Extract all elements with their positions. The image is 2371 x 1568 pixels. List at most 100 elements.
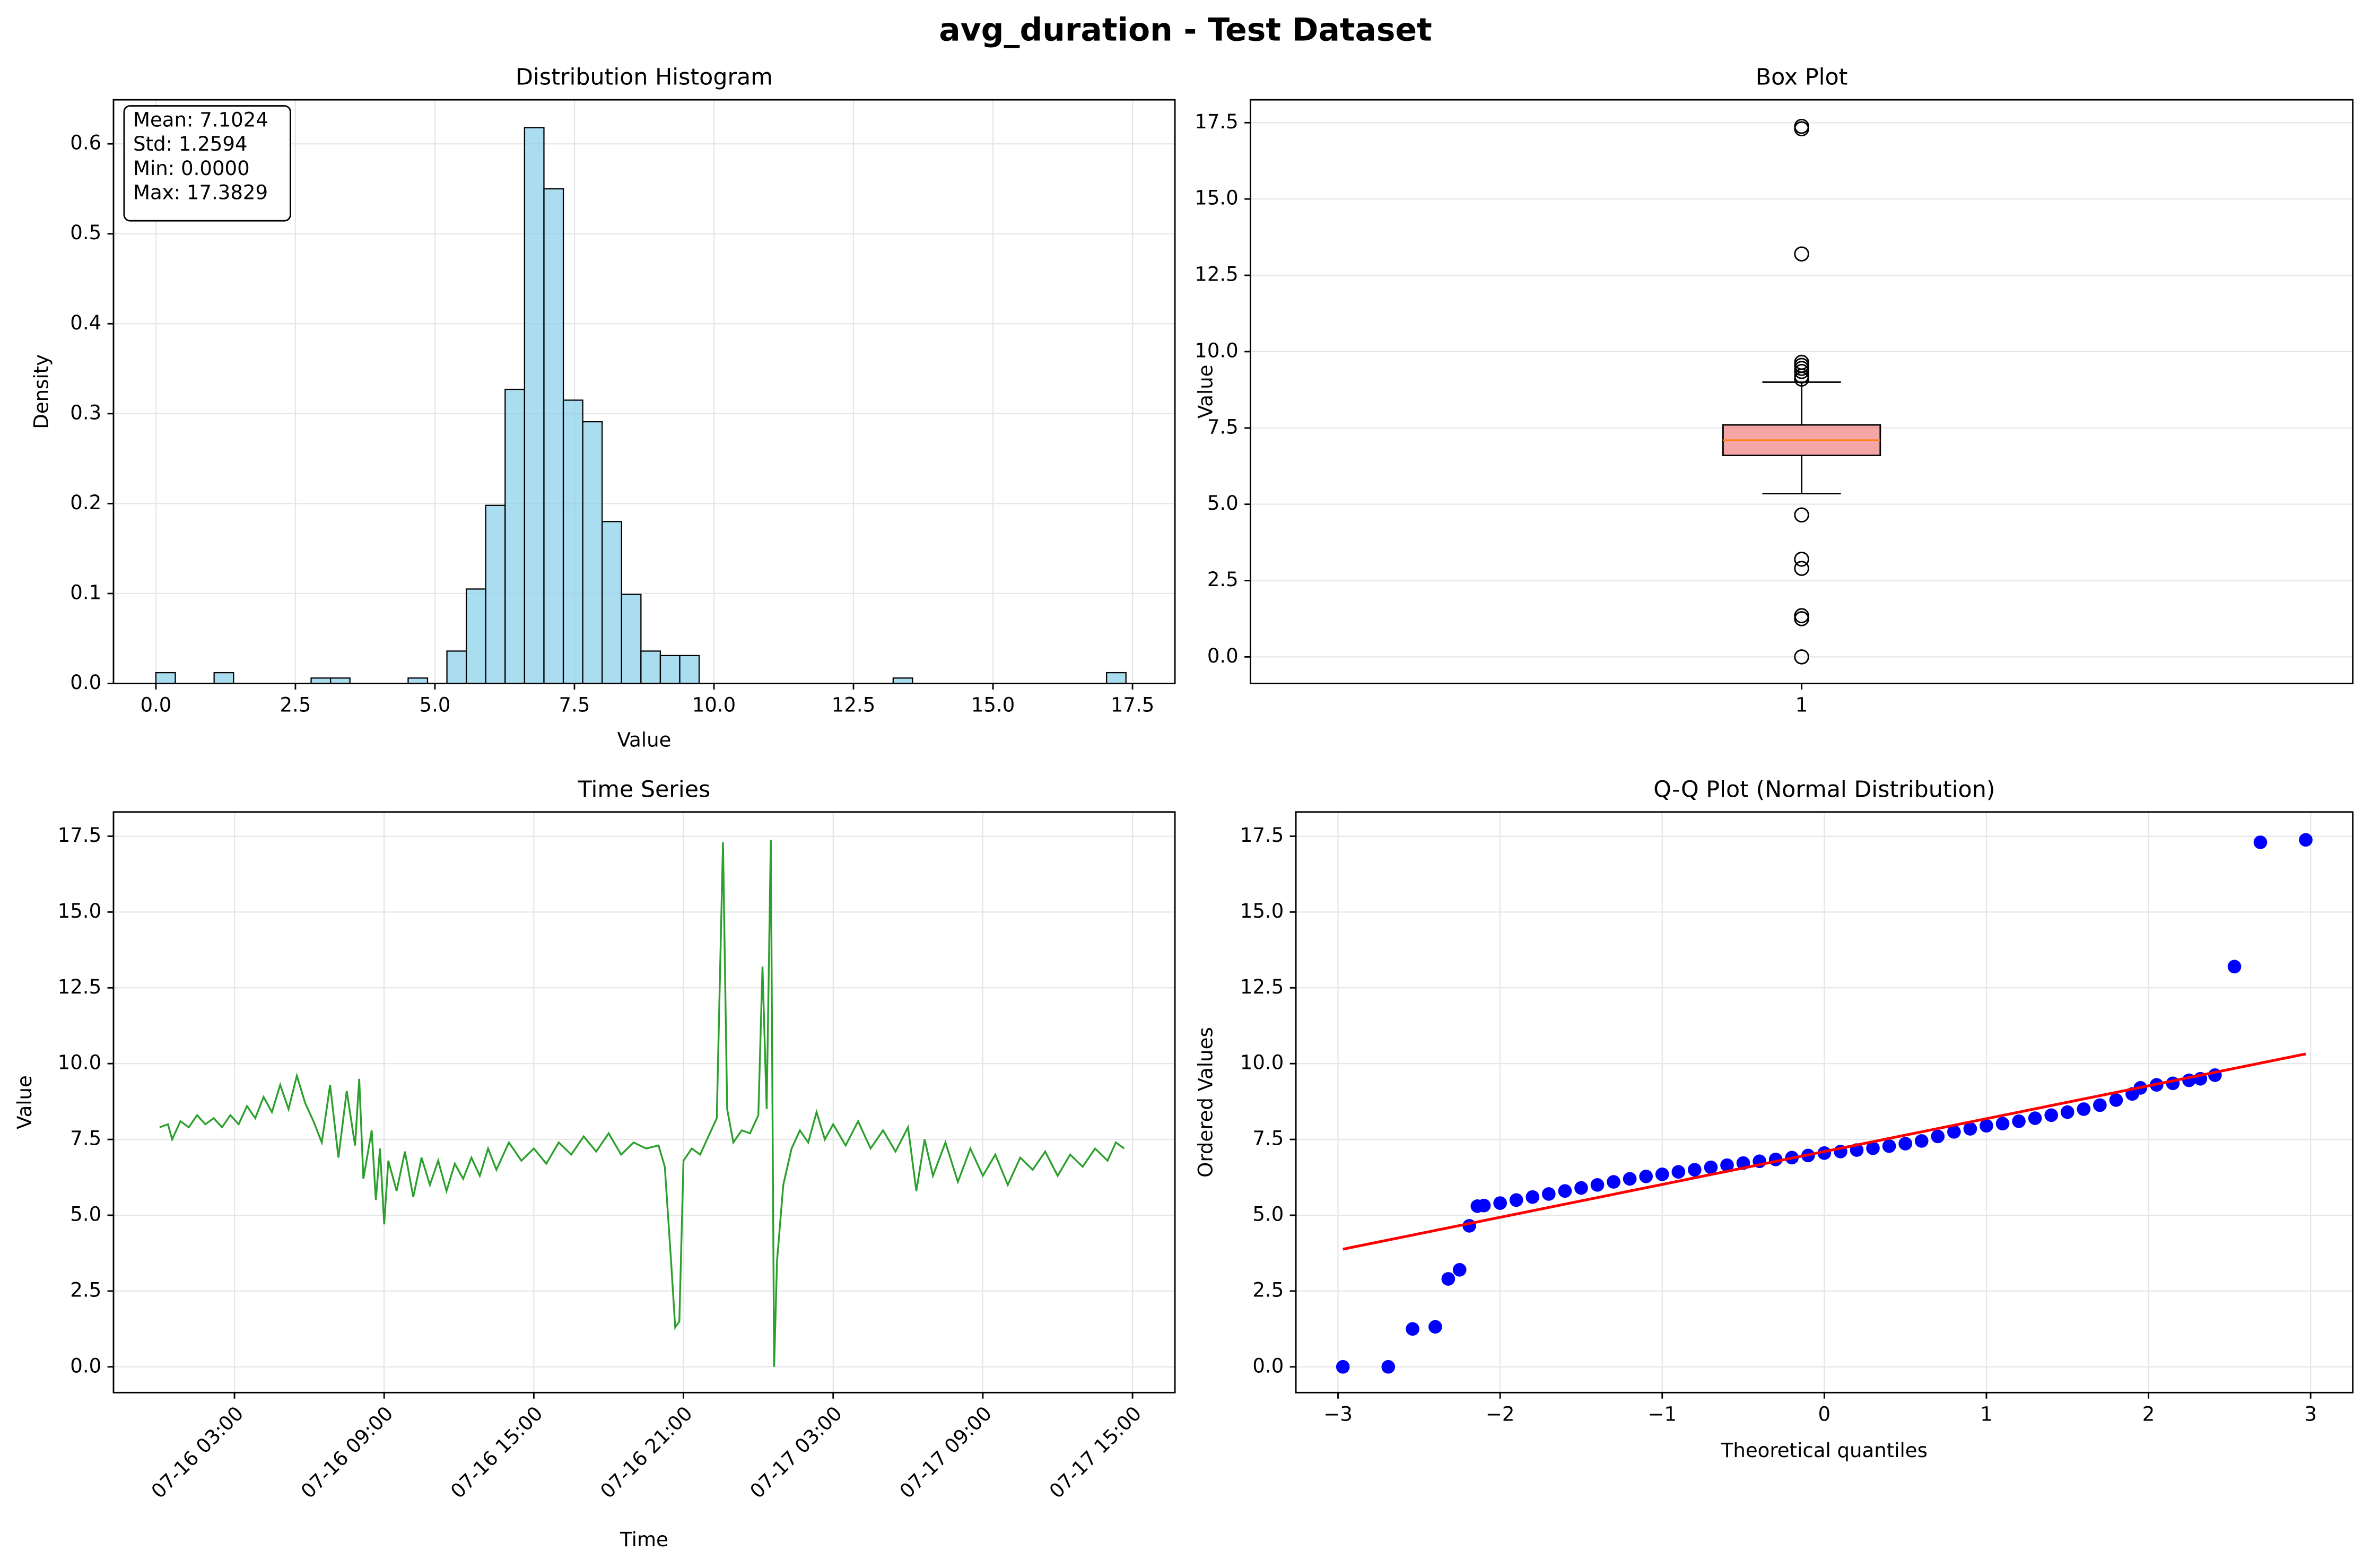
y-tick-label: 0.1 (70, 581, 101, 604)
x-tick-label: 2 (2142, 1403, 2155, 1426)
outlier (1794, 649, 1809, 665)
y-tick-label: 2.5 (1252, 1278, 1284, 1301)
x-tick-label: 3 (2304, 1403, 2317, 1426)
x-tick-label: 1 (1980, 1403, 1993, 1426)
point (2109, 1093, 2123, 1107)
point (1947, 1125, 1961, 1139)
outlier (1794, 561, 1809, 576)
y-tick-label: 17.5 (1195, 110, 1239, 133)
y-tick-label: 12.5 (58, 975, 102, 998)
y-tick-label: 7.5 (70, 1127, 101, 1150)
bar (621, 594, 642, 684)
stats-text: Std: 1.2594 (133, 133, 247, 155)
point (2044, 1108, 2059, 1122)
y-tick-label: 2.5 (1207, 568, 1239, 591)
point (1441, 1272, 1455, 1286)
y-tick-label: 10.0 (1240, 1051, 1284, 1074)
point (2299, 833, 2313, 847)
point (1428, 1320, 1442, 1334)
y-axis-label: Ordered Values (1194, 1027, 1217, 1178)
point (1980, 1119, 1993, 1133)
point (1931, 1129, 1945, 1144)
point (1704, 1160, 1718, 1174)
x-tick-label: 17.5 (1111, 694, 1155, 717)
x-tick-label: −3 (1323, 1403, 1353, 1426)
y-tick-label: 7.5 (1207, 415, 1239, 438)
x-tick-label: 2.5 (280, 694, 311, 717)
x-axis-label: Time (620, 1528, 668, 1551)
axes-frame (112, 811, 1176, 1393)
y-tick-label: 0.0 (70, 671, 101, 694)
bar (504, 388, 526, 684)
x-tick-label: 1 (1795, 694, 1808, 717)
y-tick-label: 15.0 (58, 900, 102, 922)
bar (466, 588, 486, 684)
y-tick-label: 0.6 (70, 132, 101, 154)
point (2060, 1105, 2074, 1119)
point (1914, 1134, 1929, 1148)
y-axis-label: Value (1194, 364, 1217, 419)
axes-title: Distribution Histogram (516, 64, 773, 91)
point (1963, 1122, 1977, 1136)
bar (602, 521, 622, 684)
point (1720, 1158, 1734, 1172)
point (1406, 1322, 1419, 1336)
y-axis-label: Density (30, 354, 53, 429)
y-axis-label: Value (13, 1075, 36, 1129)
bar (1106, 672, 1127, 684)
bar (543, 188, 564, 684)
bar (562, 399, 583, 684)
y-tick-label: 0.0 (1207, 644, 1239, 667)
x-tick-label: −2 (1486, 1403, 1515, 1426)
point (1526, 1190, 1540, 1204)
y-tick-label: 7.5 (1252, 1127, 1284, 1150)
stats-text: Mean: 7.1024 (133, 109, 268, 132)
x-tick-label: −1 (1648, 1403, 1677, 1426)
y-tick-label: 17.5 (1240, 824, 1284, 847)
y-tick-label: 10.0 (1195, 339, 1239, 362)
y-tick-label: 12.5 (1195, 263, 1239, 286)
y-tick-label: 0.3 (70, 401, 101, 424)
x-tick-label: 10.0 (692, 694, 736, 717)
y-tick-label: 17.5 (58, 824, 102, 847)
x-tick-label: 0 (1818, 1403, 1831, 1426)
x-tick-label: 0.0 (140, 694, 171, 717)
bar (407, 677, 429, 684)
y-tick-label: 0.2 (70, 491, 101, 514)
outlier (1794, 121, 1809, 137)
point (1866, 1141, 1880, 1155)
axes-frame (112, 99, 1176, 684)
point (1655, 1167, 1669, 1181)
x-axis-label: Value (617, 728, 672, 751)
y-tick-label: 5.0 (70, 1203, 101, 1225)
bar (679, 655, 700, 684)
bar (310, 677, 332, 684)
y-tick-label: 2.5 (70, 1278, 101, 1301)
axes-frame (1250, 99, 2354, 684)
y-tick-label: 5.0 (1207, 492, 1239, 515)
point (1898, 1137, 1912, 1151)
point (1558, 1184, 1572, 1198)
figure-title: avg_duration - Test Dataset (939, 11, 1432, 48)
y-tick-label: 15.0 (1195, 187, 1239, 210)
y-tick-label: 5.0 (1252, 1203, 1284, 1225)
point (2227, 960, 2242, 974)
point (2012, 1114, 2026, 1128)
y-tick-label: 0.5 (70, 221, 101, 244)
point (1623, 1172, 1637, 1186)
axes-title: Q-Q Plot (Normal Distribution) (1653, 776, 1995, 803)
outlier (1794, 507, 1809, 523)
point (1688, 1163, 1702, 1177)
bar (640, 650, 661, 684)
axes-title: Box Plot (1756, 64, 1848, 91)
x-tick-label: 7.5 (559, 694, 590, 717)
outlier (1794, 611, 1809, 626)
series-line (159, 840, 1125, 1367)
bar (446, 650, 467, 684)
x-axis-label: Theoretical quantiles (1721, 1439, 1928, 1462)
point (1882, 1139, 1896, 1153)
point (2093, 1098, 2107, 1112)
outlier (1794, 551, 1809, 567)
point (1493, 1196, 1507, 1210)
